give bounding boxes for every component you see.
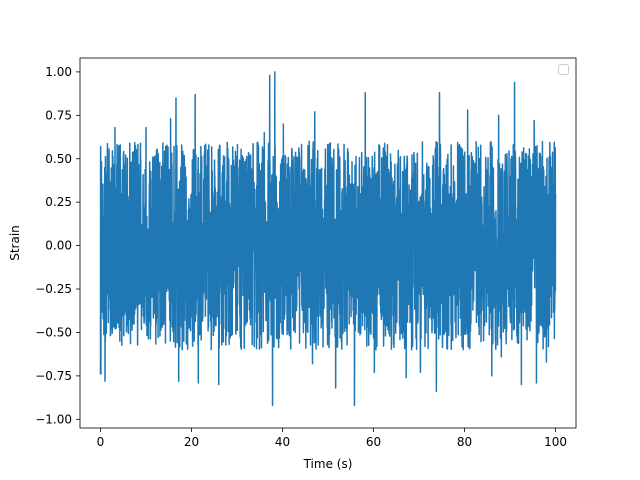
y-tick-label: −0.75	[35, 369, 72, 383]
x-tick-label: 80	[457, 435, 472, 449]
y-tick-label: 1.00	[45, 65, 72, 79]
series-layer	[99, 71, 557, 407]
y-axis-label: Strain	[8, 225, 22, 261]
y-tick-label: 0.50	[45, 152, 72, 166]
y-tick-label: −1.00	[35, 412, 72, 426]
x-axis: 0 20 40 60 80 100	[97, 428, 567, 449]
y-axis: −1.00 −0.75 −0.50 −0.25 0.00 0.25 0.50 0.75 1.00	[35, 65, 80, 426]
x-tick-label: 20	[184, 435, 199, 449]
series-line	[99, 71, 557, 407]
y-tick-label: −0.25	[35, 282, 72, 296]
y-tick-label: −0.50	[35, 325, 72, 339]
x-tick-label: 0	[97, 435, 105, 449]
x-tick-label: 60	[366, 435, 381, 449]
y-tick-label: 0.25	[45, 195, 72, 209]
x-axis-label: Time (s)	[303, 457, 353, 471]
plot-frame	[79, 57, 577, 429]
x-tick-label: 40	[275, 435, 290, 449]
y-tick-label: 0.00	[45, 239, 72, 253]
y-tick-label: 0.75	[45, 108, 72, 122]
x-tick-label: 100	[544, 435, 567, 449]
legend-box	[558, 64, 569, 75]
